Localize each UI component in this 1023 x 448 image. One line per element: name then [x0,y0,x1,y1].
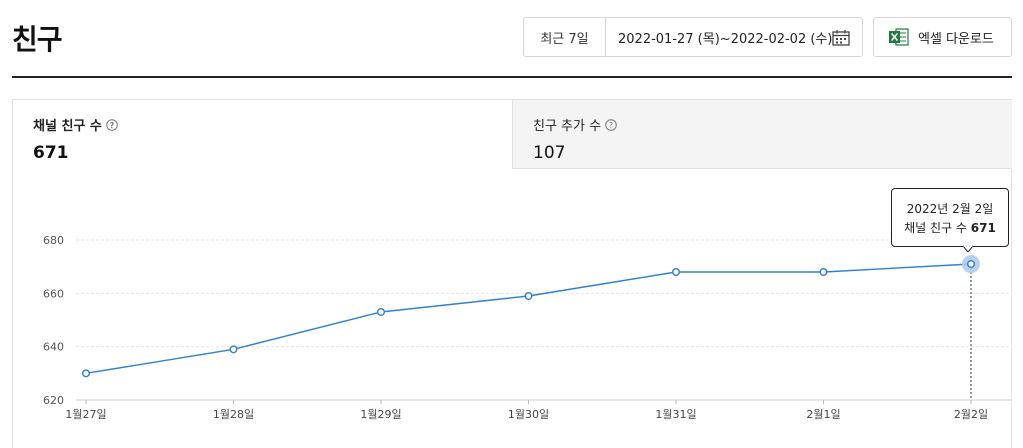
excel-download-label: 엑셀 다운로드 [918,31,994,47]
y-tick-label: 660 [43,287,64,300]
tooltip-metric-row: 채널 친구 수 671 [892,219,1008,238]
stats-panel: 채널 친구 수 ? 671 친구 추가 수 ? 107 [12,99,1012,448]
calendar-icon[interactable] [832,29,850,46]
svg-text:?: ? [110,121,115,130]
x-tick-label: 2월2일 [954,407,988,421]
tab-friends-added-label: 친구 추가 수 ? [533,115,1012,134]
excel-icon [889,28,909,46]
y-tick-label: 620 [43,394,64,407]
tab-channel-friends-label: 채널 친구 수 ? [33,115,512,134]
tab-channel-friends-title: 채널 친구 수 [33,119,102,134]
data-point [672,268,681,277]
period-selector[interactable]: 최근 7일 2022-01-27 (목)~2022-02-02 (수) [523,17,863,57]
tab-friends-added-value: 107 [533,143,566,163]
tooltip-metric-value: 671 [970,221,996,235]
series-line-channel-friends [85,263,972,375]
tooltip-metric-label: 채널 친구 수 [904,221,967,235]
y-tick-label: 640 [43,341,64,354]
title-divider [12,76,1012,78]
tab-channel-friends[interactable]: 채널 친구 수 ? 671 [13,100,512,169]
x-tick-label: 1월30일 [508,407,549,421]
y-tick-label: 680 [43,234,64,247]
tab-channel-friends-value: 671 [33,143,69,163]
tab-friends-added-title: 친구 추가 수 [533,119,602,134]
data-point [819,268,828,277]
data-point [377,308,386,317]
x-tick-label: 1월27일 [65,407,106,421]
data-point [229,345,238,354]
date-range-field[interactable]: 2022-01-27 (목)~2022-02-02 (수) [618,31,833,47]
svg-text:?: ? [609,121,613,130]
x-tick-label: 2월1일 [806,407,840,421]
help-icon[interactable]: ? [605,118,617,131]
help-icon[interactable]: ? [106,118,118,131]
tooltip-date: 2022년 2월 2일 [906,202,994,216]
x-tick-label: 1월29일 [360,407,401,421]
data-point [967,260,976,269]
data-point [524,292,533,301]
page-title: 친구 [12,23,63,56]
x-tick-label: 1월28일 [213,407,254,421]
period-preset-dropdown[interactable]: 최근 7일 [524,18,606,56]
data-point [81,369,90,378]
excel-download-button[interactable]: 엑셀 다운로드 [873,17,1012,57]
tab-friends-added[interactable]: 친구 추가 수 ? 107 [512,100,1012,169]
chart-tooltip: 2022년 2월 2일 채널 친구 수 671 [891,188,1009,247]
x-tick-label: 1월31일 [655,407,696,421]
tooltip-arrow [963,246,973,252]
